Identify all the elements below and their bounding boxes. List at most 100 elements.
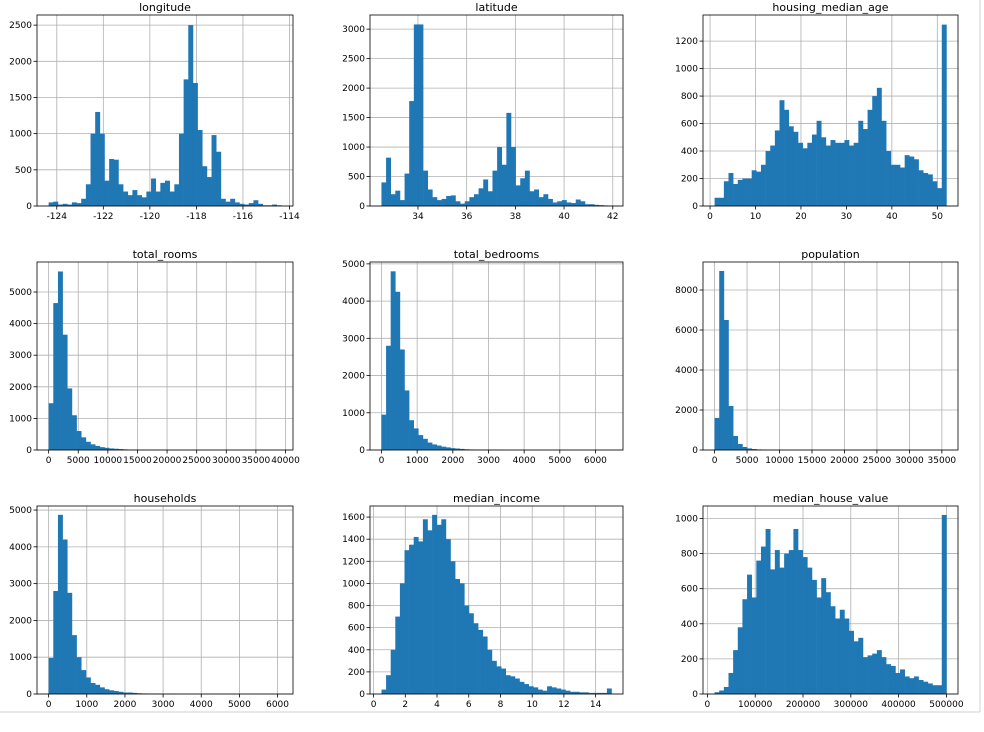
bar xyxy=(602,692,608,694)
bar xyxy=(904,676,910,694)
y-tick-label: 3000 xyxy=(342,334,365,344)
bar xyxy=(570,691,575,694)
bar xyxy=(469,197,475,206)
bar xyxy=(574,691,580,694)
bar xyxy=(478,188,484,206)
bar xyxy=(742,447,748,450)
bar xyxy=(487,191,493,206)
x-tick-label: 50 xyxy=(932,212,944,222)
bar xyxy=(932,685,938,694)
bar xyxy=(719,271,725,450)
bar xyxy=(483,179,489,206)
bar xyxy=(432,444,437,450)
bar xyxy=(81,670,87,694)
bar xyxy=(165,180,170,206)
bar xyxy=(774,130,780,206)
bar xyxy=(788,550,794,694)
bar xyxy=(95,111,101,206)
bar xyxy=(48,202,54,206)
bar xyxy=(862,129,868,206)
bar xyxy=(127,692,133,694)
bar xyxy=(909,678,915,694)
bar xyxy=(849,145,854,206)
bar xyxy=(825,592,831,694)
y-tick-label: 1000 xyxy=(342,143,365,153)
bar xyxy=(104,447,110,450)
bar xyxy=(514,678,520,694)
bar xyxy=(524,170,530,206)
bar xyxy=(529,191,535,206)
bar xyxy=(923,173,929,206)
y-tick-label: 0 xyxy=(692,202,698,212)
x-tick-label: 5000 xyxy=(736,456,759,466)
x-tick-label: 35000 xyxy=(928,456,957,466)
plot-frame xyxy=(702,505,959,695)
bar xyxy=(71,202,77,206)
y-tick-label: 0 xyxy=(26,202,32,212)
y-tick-label: 800 xyxy=(348,602,365,612)
bar xyxy=(441,446,447,450)
plot-frame xyxy=(702,14,959,207)
bar xyxy=(395,190,401,206)
bar xyxy=(571,203,577,206)
y-tick-label: 800 xyxy=(681,92,698,102)
bar xyxy=(589,204,595,206)
bar xyxy=(770,569,776,694)
bar xyxy=(141,197,147,206)
y-tick-label: 1000 xyxy=(675,65,698,75)
bar xyxy=(733,184,739,206)
bar xyxy=(830,606,836,694)
bar xyxy=(793,528,799,694)
y-tick-label: 0 xyxy=(359,446,365,456)
bar xyxy=(807,567,813,694)
bar xyxy=(404,390,410,450)
x-tick-label: 200000 xyxy=(786,700,821,710)
bar xyxy=(900,167,905,206)
subplot-title: housing_median_age xyxy=(772,1,888,14)
bar xyxy=(85,184,91,206)
bar xyxy=(560,689,566,694)
bar xyxy=(464,605,470,694)
bar xyxy=(537,689,543,694)
bar xyxy=(585,204,590,206)
x-tick-label: 34 xyxy=(412,212,424,222)
bar xyxy=(113,448,119,450)
bar xyxy=(747,448,752,450)
bar xyxy=(464,201,470,206)
bar xyxy=(566,202,572,206)
bar xyxy=(455,448,460,450)
x-tick-label: 40 xyxy=(886,212,898,222)
bar xyxy=(99,133,105,206)
x-tick-label: 20000 xyxy=(153,456,182,466)
bar xyxy=(460,203,466,206)
bar xyxy=(747,574,752,694)
x-tick-label: 20 xyxy=(795,212,807,222)
x-tick-label: 5000 xyxy=(228,700,251,710)
bar xyxy=(835,618,841,694)
bar xyxy=(858,637,864,694)
x-tick-label: 10000 xyxy=(765,456,794,466)
bars xyxy=(714,24,947,206)
bar xyxy=(446,195,452,206)
subplot: latitude 34 36 38 40 42 0 500 1000 1500 2000 2500 30… xyxy=(342,1,624,222)
bar xyxy=(747,178,752,206)
bar xyxy=(127,195,133,206)
bar xyxy=(90,133,96,206)
bar xyxy=(118,184,124,206)
bar xyxy=(728,406,734,450)
bar xyxy=(497,147,503,206)
bar xyxy=(436,445,442,450)
bar xyxy=(409,420,414,450)
bar xyxy=(81,437,87,450)
bar xyxy=(71,635,77,694)
bar xyxy=(765,151,771,206)
bar xyxy=(71,415,77,450)
y-tick-label: 2500 xyxy=(9,21,32,31)
subplot-title: population xyxy=(801,248,860,261)
bar xyxy=(455,201,461,206)
bar xyxy=(543,194,549,206)
x-tick-label: -114 xyxy=(279,212,300,222)
bar xyxy=(496,666,502,694)
bar xyxy=(436,200,442,206)
bars xyxy=(48,271,282,450)
